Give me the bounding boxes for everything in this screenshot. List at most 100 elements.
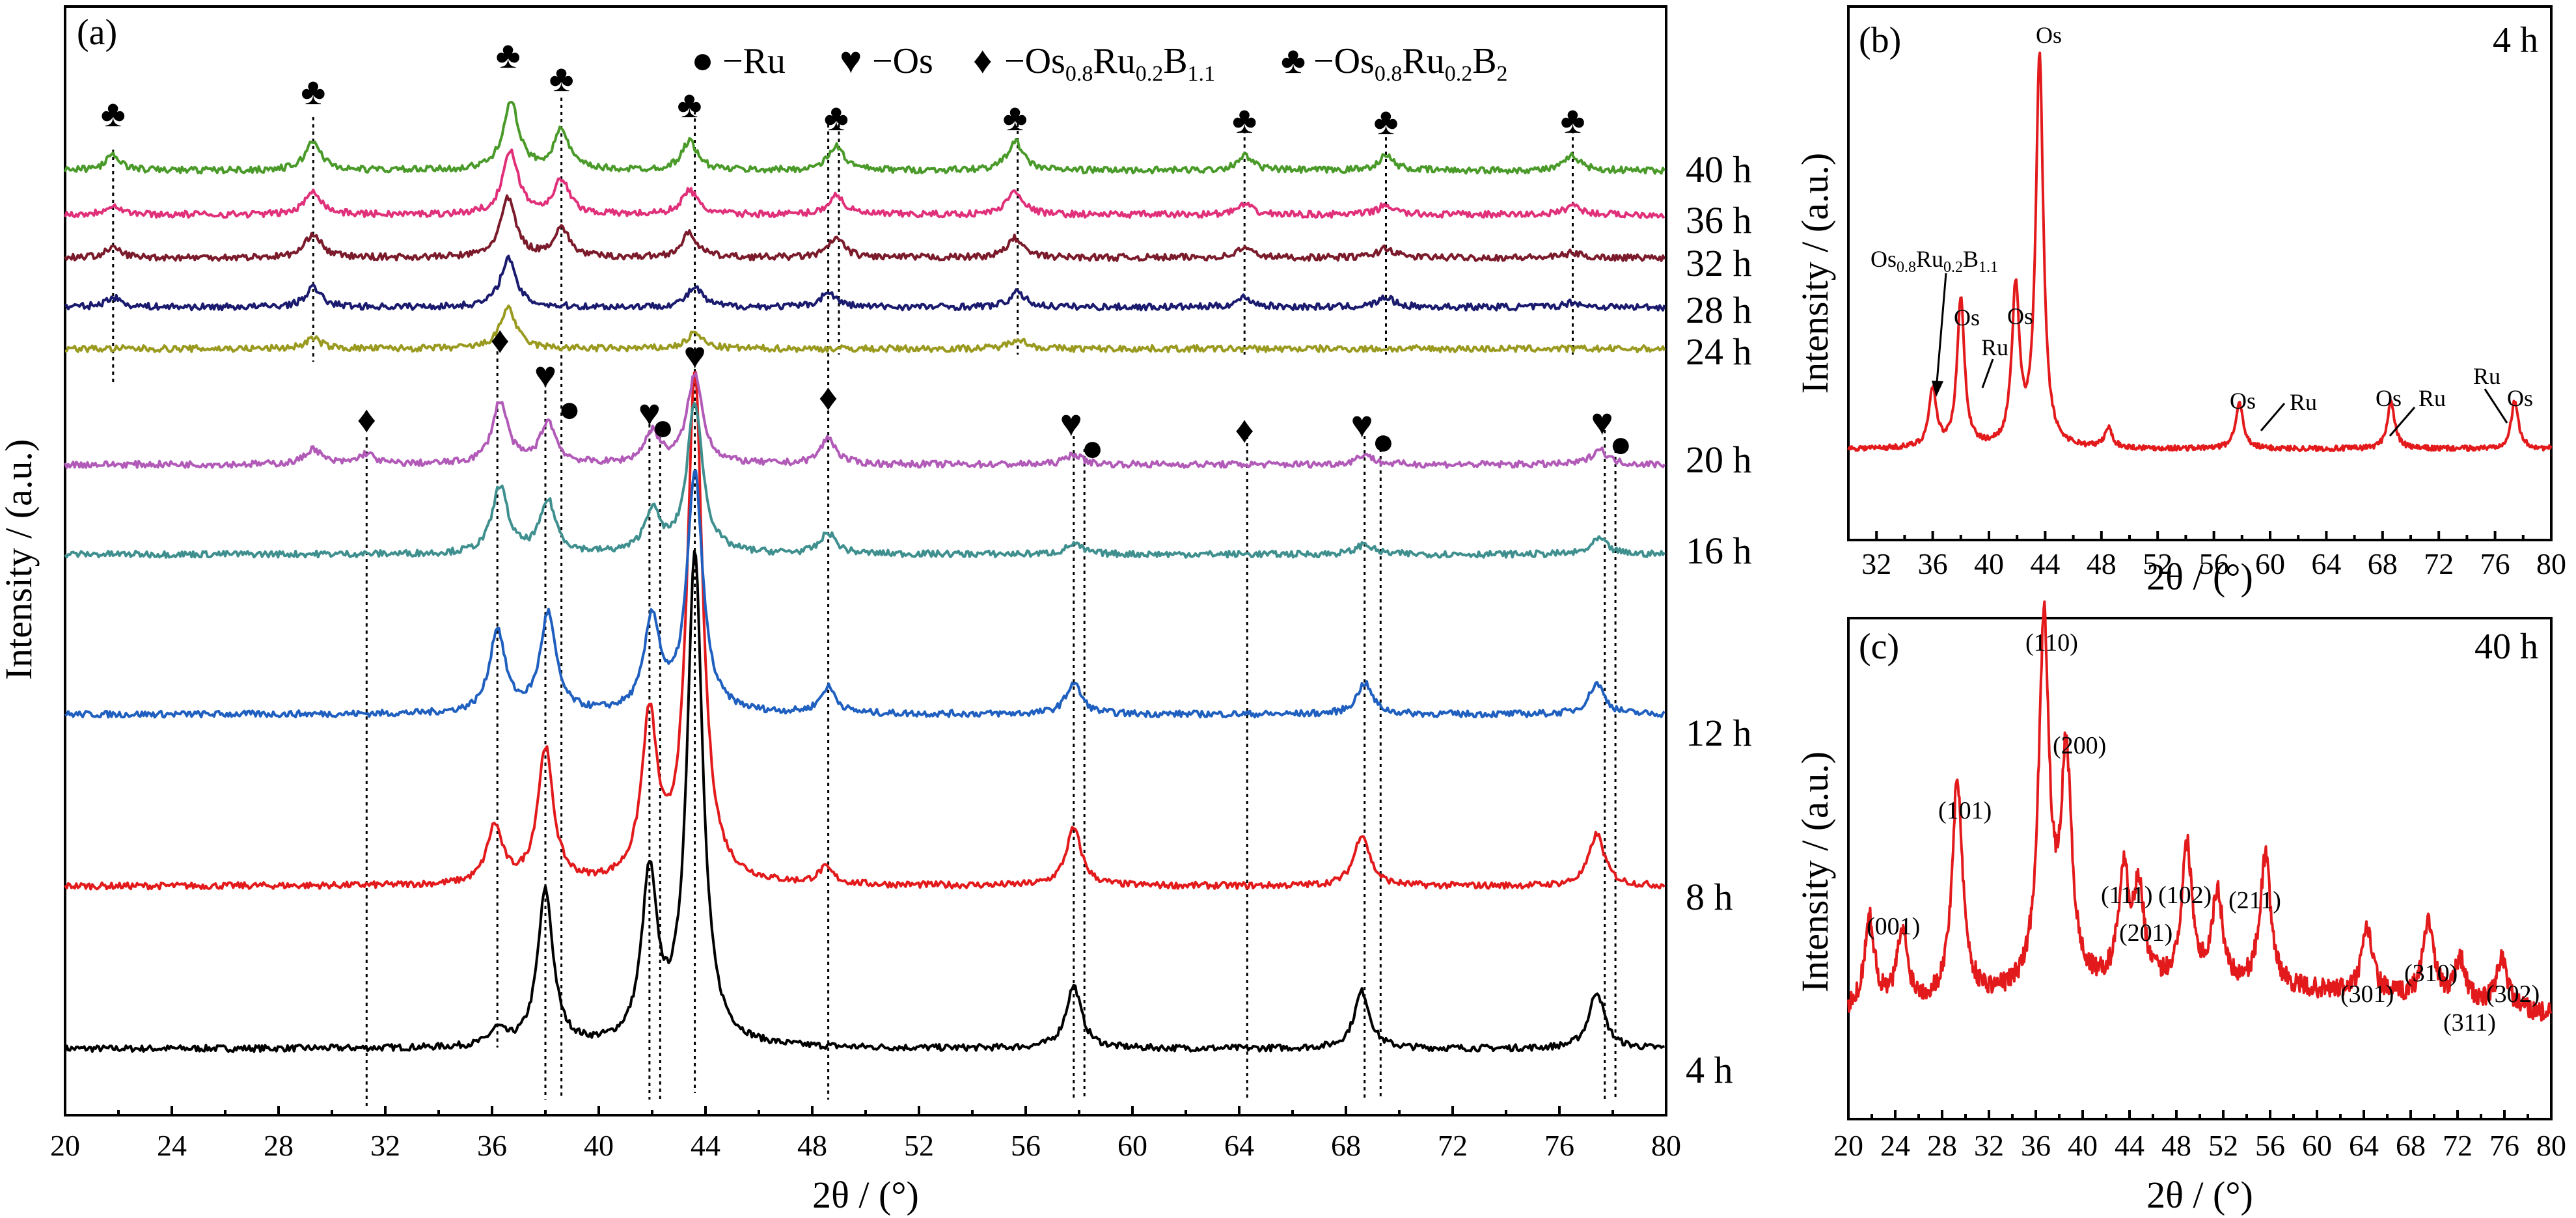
panel-a-ylabel: Intensity / (a.u.): [0, 439, 40, 680]
curve-8h: [64, 371, 1665, 891]
panel-a-tick-label-24: 24: [157, 1129, 187, 1162]
panel-b-tick-label-32: 32: [1861, 547, 1891, 580]
panel-b-tick-label-36: 36: [1918, 547, 1948, 580]
series-label-12h: 12 h: [1686, 712, 1752, 754]
panel-a-x-ticks: 20 24 28 32 36 40 44 48 52 56 60 64 68 72 76 80: [50, 1106, 1681, 1162]
series-label-4h: 4 h: [1686, 1049, 1733, 1091]
curve-28h: [65, 254, 1666, 312]
panel-a: 20 24 28 32 36 40 44 48 52 56 60 64 68 72 76 80 4 h 8 h 1…: [0, 5, 1752, 1216]
series-label-24h: 24 h: [1686, 331, 1752, 373]
phase-marker: ♥: [1350, 403, 1373, 446]
hkl-211: (211): [2228, 887, 2281, 914]
panel-b-tick-label-56: 56: [2199, 547, 2229, 580]
ann-ru-4-arrow: [2484, 388, 2508, 424]
panel-c-hkl-labels: (001) (101) (110) (200) (111) (201) (102…: [1867, 629, 2540, 1036]
curve-16h: [64, 401, 1666, 559]
ann-os-2: Os: [2007, 303, 2033, 329]
panel-c-tick-label-40: 40: [2068, 1129, 2098, 1162]
panel-a-tick-label-80: 80: [1651, 1129, 1681, 1162]
panel-a-label: (a): [77, 12, 117, 53]
phase-marker: ♦: [819, 376, 838, 418]
panel-b-ylabel: Intensity / (a.u.): [1794, 153, 1836, 394]
hkl-301: (301): [2340, 981, 2394, 1008]
panel-a-curves: [64, 101, 1666, 1053]
phase-marker: ♦: [490, 319, 510, 361]
ann-ru-3: Ru: [2418, 385, 2446, 411]
panel-b-time: 4 h: [2493, 20, 2538, 61]
panel-c-label: (c): [1859, 627, 1899, 667]
panel-b-annotations: Os0.8Ru0.2B1.1 Os Ru Os Os Os Ru Os Ru R…: [1870, 22, 2533, 437]
phase-marker: ♣: [301, 70, 325, 113]
panel-a-tick-label-36: 36: [477, 1129, 507, 1162]
phase-marker: ♣: [1373, 100, 1398, 142]
phase-marker: ♥: [1591, 401, 1613, 443]
ann-os-3: Os: [2230, 388, 2256, 414]
ann-ru-1-arrow: [1981, 359, 1994, 388]
phase-marker: ●: [1081, 427, 1104, 469]
panel-a-legend: ● −Ru ♥ −Os ♦ −Os0.8Ru0.2B1.1 ♣ −Os0.8Ru…: [691, 39, 1508, 86]
series-label-32h: 32 h: [1686, 242, 1752, 284]
panel-c-tick-label-32: 32: [1974, 1129, 2004, 1162]
panel-c-tick-label-44: 44: [2115, 1129, 2144, 1162]
panel-c-tick-label-76: 76: [2489, 1129, 2519, 1162]
hkl-311: (311): [2443, 1009, 2496, 1036]
panel-a-frame: [64, 5, 1667, 1116]
panel-c-tick-label-36: 36: [2021, 1129, 2051, 1162]
panel-c-frame: [1847, 617, 2553, 1120]
series-label-20h: 20 h: [1686, 439, 1752, 481]
panel-c-tick-label-60: 60: [2302, 1129, 2332, 1162]
legend-os-text: −Os: [872, 41, 933, 81]
panel-a-tick-label-64: 64: [1224, 1129, 1254, 1162]
panel-a-tick-label-48: 48: [797, 1129, 827, 1162]
curve-12h: [64, 469, 1665, 719]
phase-marker: ♦: [1235, 409, 1254, 451]
hkl-302: (302): [2486, 981, 2540, 1008]
phase-marker: ♥: [683, 334, 706, 377]
panel-a-tick-label-40: 40: [584, 1129, 614, 1162]
panel-a-tick-label-44: 44: [691, 1129, 720, 1162]
phase-marker: ♣: [824, 96, 849, 139]
curve-32h: [64, 194, 1666, 262]
panel-c-tick-label-48: 48: [2161, 1129, 2191, 1162]
panel-c-tick-label-28: 28: [1927, 1129, 1957, 1162]
panel-b-x-ticks: 32 36 40 44 48 52 56 60 64 68 72 76 80: [1861, 531, 2566, 580]
panel-a-tick-label-72: 72: [1438, 1129, 1468, 1162]
panel-a-tick-label-76: 76: [1544, 1129, 1574, 1162]
panel-b-label: (b): [1859, 20, 1901, 61]
panel-b-frame: [1847, 5, 2553, 541]
series-label-28h: 28 h: [1686, 289, 1752, 331]
hkl-102: (102): [2158, 882, 2212, 909]
curve-panel-c-40h: [1847, 600, 2552, 1022]
panel-b-tick-label-52: 52: [2143, 547, 2172, 580]
panel-c-tick-label-24: 24: [1880, 1129, 1910, 1162]
phase-marker: ♣: [1232, 99, 1257, 141]
panel-c-tick-label-52: 52: [2208, 1129, 2238, 1162]
panel-c-tick-label-64: 64: [2349, 1129, 2379, 1162]
panel-c-tick-label-72: 72: [2443, 1129, 2473, 1162]
panel-b-curve: [1847, 51, 2553, 453]
panel-a-guide-lines: [112, 98, 1617, 1106]
ann-boride: Os0.8Ru0.2B1.1: [1870, 246, 1998, 276]
phase-marker: ●: [1372, 420, 1395, 463]
panel-a-tick-label-60: 60: [1117, 1129, 1147, 1162]
curve-36h: [64, 148, 1665, 219]
ann-boride-arrow: [1935, 273, 1947, 391]
phase-marker: ♣: [101, 92, 126, 135]
ann-os-1: Os: [1954, 304, 1980, 331]
legend-boride-2-text: −Os0.8Ru0.2B2: [1313, 41, 1508, 86]
series-label-40h: 40 h: [1686, 148, 1752, 191]
hkl-200: (200): [2053, 732, 2106, 759]
legend-boride-1-1-symbol: ♦: [973, 39, 993, 81]
panel-c-tick-label-20: 20: [1833, 1129, 1863, 1162]
ann-os-5: Os: [2507, 385, 2533, 411]
panel-a-tick-label-56: 56: [1011, 1129, 1041, 1162]
ann-ru-2: Ru: [2290, 389, 2317, 415]
panel-c-xlabel: 2θ / (°): [2146, 1174, 2253, 1216]
panel-b-tick-label-76: 76: [2480, 547, 2510, 580]
legend-os-symbol: ♥: [840, 39, 862, 81]
panel-c-tick-label-68: 68: [2396, 1129, 2426, 1162]
panel-c-ylabel: Intensity / (a.u.): [1794, 751, 1836, 992]
panel-c-time: 40 h: [2474, 627, 2538, 667]
curve-panel-b-4h: [1847, 51, 2553, 453]
phase-marker: ♣: [496, 34, 521, 76]
